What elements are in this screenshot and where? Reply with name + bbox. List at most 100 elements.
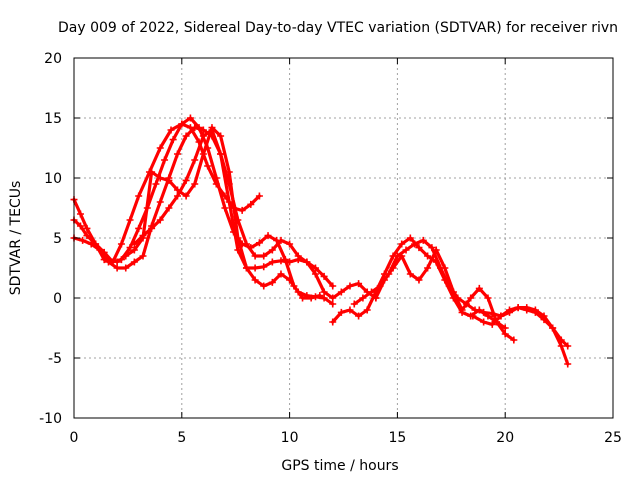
data-point [419, 236, 427, 244]
data-point [428, 244, 436, 252]
data-point [242, 264, 250, 272]
data-point [286, 276, 294, 284]
data-point [268, 278, 276, 286]
data-point [311, 293, 319, 301]
data-point [488, 320, 496, 328]
data-point [299, 294, 307, 302]
data-point [83, 224, 91, 232]
data-point [122, 264, 130, 272]
data-point [424, 252, 432, 260]
y-tick-label: 20 [44, 51, 62, 67]
data-point [497, 312, 505, 320]
data-point [161, 156, 169, 164]
data-point [346, 282, 354, 290]
data-point [329, 300, 337, 308]
data-point [449, 288, 457, 296]
y-tick-label: -5 [48, 351, 62, 367]
data-point [156, 216, 164, 224]
x-tick-label: 20 [496, 430, 514, 446]
data-point [199, 132, 207, 140]
data-point [311, 264, 319, 272]
series-sat-e [130, 126, 337, 290]
data-point [320, 272, 328, 280]
chart-title: Day 009 of 2022, Sidereal Day-to-day VTE… [58, 20, 618, 36]
data-point [480, 318, 488, 326]
data-point [251, 252, 259, 260]
x-tick-label: 25 [604, 430, 622, 446]
data-point [165, 204, 173, 212]
data-point [169, 136, 177, 144]
data-point [337, 308, 345, 316]
data-point [398, 240, 406, 248]
data-point [329, 294, 337, 302]
data-point [424, 264, 432, 272]
data-point [242, 240, 250, 248]
data-point [238, 206, 246, 214]
y-tick-label: 15 [44, 111, 62, 127]
data-point [130, 258, 138, 266]
data-point [199, 150, 207, 158]
data-point [467, 294, 475, 302]
data-point [329, 282, 337, 290]
data-point [104, 258, 112, 266]
y-axis-title: SDTVAR / TECUs [8, 181, 24, 296]
data-point [510, 336, 518, 344]
data-point [167, 126, 175, 134]
data-point [277, 270, 285, 278]
data-point [411, 240, 419, 248]
data-point [79, 236, 87, 244]
data-point [303, 258, 311, 266]
data-point [506, 306, 514, 314]
data-point [87, 240, 95, 248]
data-point [286, 258, 294, 266]
x-tick-label: 5 [177, 430, 186, 446]
data-point [471, 306, 479, 314]
data-point [225, 180, 233, 188]
data-point [389, 264, 397, 272]
data-point [294, 252, 302, 260]
data-series [70, 114, 572, 368]
data-point [173, 150, 181, 158]
data-point [549, 324, 557, 332]
data-point [117, 240, 125, 248]
data-point [432, 246, 440, 254]
data-point [191, 124, 199, 132]
series-sat-d [113, 124, 337, 308]
data-point [320, 294, 328, 302]
data-point [564, 360, 572, 368]
data-point [402, 246, 410, 254]
data-point [113, 258, 121, 266]
data-point [303, 292, 311, 300]
data-point [234, 216, 242, 224]
data-point [501, 330, 509, 338]
data-point [406, 234, 414, 242]
data-point [406, 270, 414, 278]
grid [74, 58, 613, 418]
data-point [355, 312, 363, 320]
data-point [320, 288, 328, 296]
series-sat-i [469, 304, 572, 350]
data-point [415, 276, 423, 284]
data-point [165, 176, 173, 184]
data-point [191, 156, 199, 164]
data-point [359, 294, 367, 302]
data-point [156, 144, 164, 152]
series-sat-c [70, 124, 380, 302]
data-point [234, 234, 242, 242]
data-point [564, 342, 572, 350]
data-point [540, 316, 548, 324]
data-point [148, 224, 156, 232]
data-point [514, 304, 522, 312]
data-point [76, 222, 84, 230]
data-point [204, 162, 212, 170]
data-point [458, 306, 466, 314]
data-point [251, 276, 259, 284]
data-point [126, 244, 134, 252]
data-point [531, 308, 539, 316]
data-point [135, 192, 143, 200]
data-point [469, 312, 477, 320]
data-point [523, 306, 531, 314]
data-point [156, 174, 164, 182]
data-point [337, 288, 345, 296]
data-point [311, 270, 319, 278]
